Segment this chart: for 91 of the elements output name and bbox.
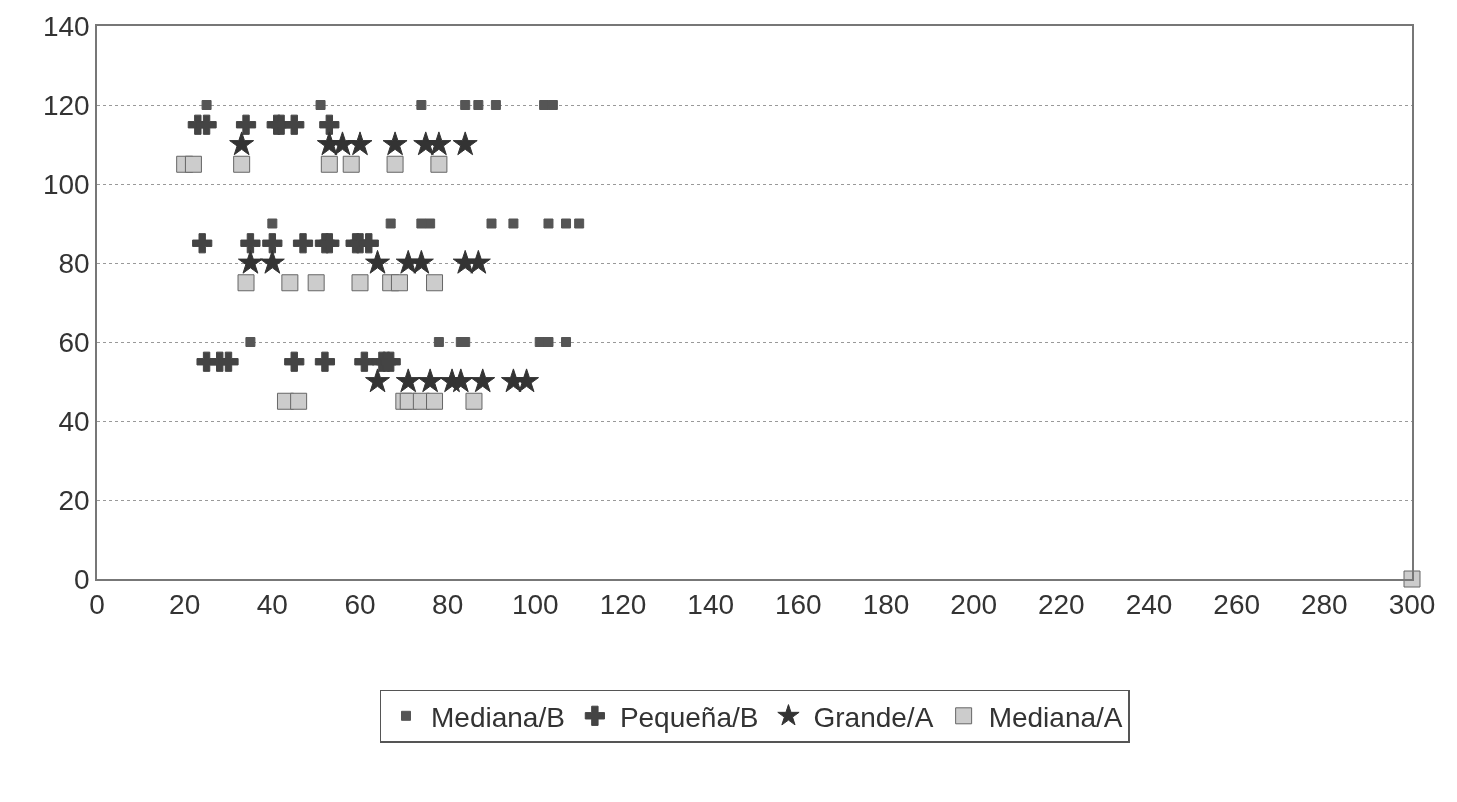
point: [417, 368, 443, 393]
x-tick-label: 260: [1213, 589, 1261, 621]
point: [470, 368, 496, 393]
point: [319, 233, 340, 254]
point: [320, 155, 338, 173]
point: [543, 218, 554, 229]
x-tick-label: 60: [344, 589, 376, 621]
y-tick-label: 120: [42, 89, 90, 121]
point: [386, 155, 404, 173]
point: [426, 274, 444, 292]
point: [281, 274, 299, 292]
point: [184, 155, 202, 173]
x-tick-label: 120: [599, 589, 647, 621]
point: [543, 337, 554, 347]
point: [430, 155, 448, 173]
point: [267, 218, 278, 229]
y-tick-label: 0: [74, 563, 90, 595]
x-tick-label: 160: [774, 589, 822, 621]
point: [351, 274, 369, 292]
x-tick-label: 140: [687, 589, 735, 621]
point: [284, 351, 305, 372]
point: [1403, 570, 1421, 588]
point: [262, 233, 283, 254]
x-tick-label: 180: [862, 589, 910, 621]
point: [284, 114, 305, 135]
point: [574, 218, 585, 229]
point: [514, 368, 540, 393]
point: [382, 131, 408, 156]
x-tick-label: 200: [950, 589, 998, 621]
point: [390, 274, 408, 292]
point: [425, 218, 436, 229]
point: [290, 392, 308, 410]
legend-label: Mediana/A: [988, 701, 1123, 733]
point: [240, 233, 261, 254]
point: [342, 155, 360, 173]
x-tick-label: 240: [1125, 589, 1173, 621]
point: [561, 218, 572, 229]
point: [365, 249, 391, 274]
point: [416, 218, 427, 229]
point: [426, 131, 452, 156]
x-tick-label: 300: [1388, 589, 1436, 621]
point: [408, 249, 434, 274]
point: [486, 218, 497, 229]
point: [460, 100, 471, 110]
y-tick-label: 140: [42, 10, 90, 42]
point: [365, 368, 391, 393]
point: [201, 100, 212, 110]
point: [307, 274, 325, 292]
x-tick-label: 280: [1300, 589, 1348, 621]
x-tick-label: 40: [256, 589, 288, 621]
point: [547, 100, 558, 110]
point: [347, 131, 373, 156]
point: [259, 249, 285, 274]
point: [395, 368, 421, 393]
point: [229, 131, 255, 156]
point: [354, 351, 375, 372]
legend-label: Mediana/B: [431, 701, 565, 733]
point: [314, 351, 336, 372]
x-tick-label: 100: [511, 589, 559, 621]
point: [245, 337, 256, 347]
point: [465, 392, 483, 410]
point: [426, 392, 444, 410]
y-tick-label: 100: [42, 168, 90, 200]
point: [416, 100, 427, 110]
point: [452, 131, 478, 156]
y-tick-label: 80: [58, 247, 90, 279]
legend-label: Pequeña/B: [619, 701, 759, 733]
point: [465, 249, 491, 274]
legend-label: Grande/A: [813, 701, 934, 733]
point: [539, 100, 550, 110]
point: [315, 100, 326, 110]
y-tick-label: 20: [58, 484, 90, 516]
point: [192, 233, 213, 254]
point: [237, 274, 255, 292]
y-tick-label: 60: [58, 326, 90, 358]
x-tick-label: 80: [432, 589, 464, 621]
x-tick-label: 220: [1037, 589, 1085, 621]
point: [473, 100, 484, 110]
point: [490, 100, 501, 110]
point: [319, 114, 340, 135]
x-tick-label: 20: [169, 589, 201, 621]
point: [237, 249, 263, 274]
point: [448, 368, 474, 393]
y-tick-label: 40: [58, 405, 90, 437]
point: [292, 233, 314, 254]
point: [385, 218, 396, 229]
point: [561, 337, 572, 347]
point: [235, 114, 257, 135]
point: [433, 337, 444, 347]
point: [233, 155, 251, 173]
point: [508, 218, 519, 229]
